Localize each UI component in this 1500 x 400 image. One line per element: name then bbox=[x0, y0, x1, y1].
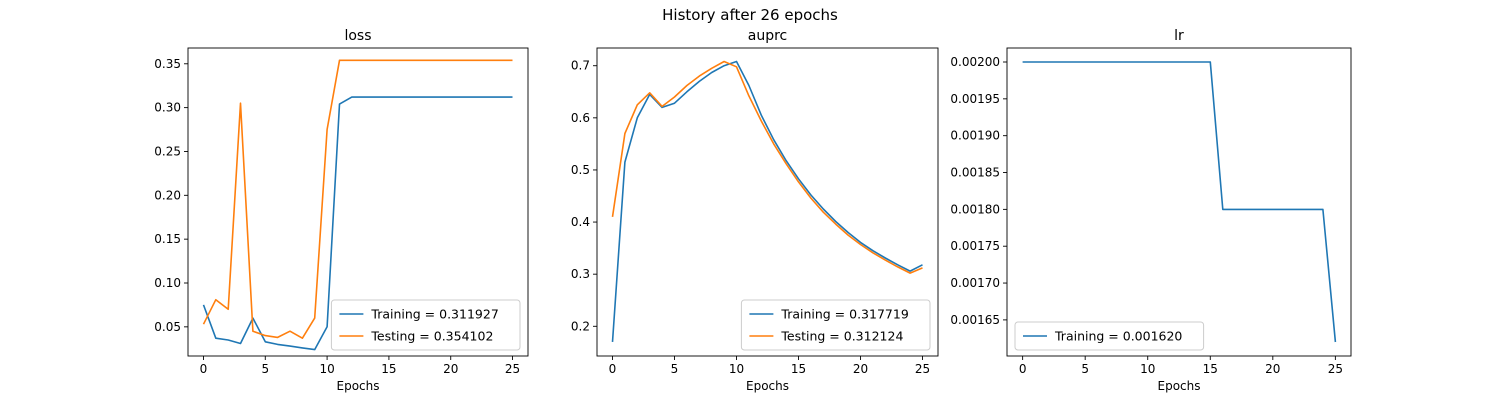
y-tick-label: 0.00190 bbox=[950, 129, 1000, 143]
legend: Training = 0.311927 Testing = 0.354102 bbox=[330, 299, 521, 351]
subplot-title: lr bbox=[1174, 28, 1184, 44]
legend-box bbox=[740, 299, 931, 351]
y-tick-label: 0.00180 bbox=[950, 202, 1000, 216]
legend-entry-0: Training = 0.311927 bbox=[370, 307, 498, 322]
axes-frame bbox=[596, 47, 939, 357]
subplot-title: auprc bbox=[748, 28, 787, 44]
y-tick-label: 0.2 bbox=[571, 319, 590, 333]
y-tick-label: 0.00200 bbox=[950, 55, 1000, 69]
legend-entry-1: Testing = 0.354102 bbox=[370, 329, 493, 344]
y-tick-label: 0.35 bbox=[154, 57, 181, 71]
series-line-1 bbox=[202, 59, 513, 340]
series-line-0 bbox=[1022, 61, 1337, 343]
x-tick-label: 0 bbox=[609, 362, 617, 376]
x-tick-label: 0 bbox=[200, 362, 208, 376]
y-tick-label: 0.05 bbox=[154, 320, 181, 334]
x-tick-label: 25 bbox=[915, 362, 930, 376]
y-tick-label: 0.00185 bbox=[950, 166, 1000, 180]
series-line-0 bbox=[611, 60, 923, 342]
x-tick-label: 5 bbox=[1081, 362, 1089, 376]
y-tick-label: 0.3 bbox=[571, 267, 590, 281]
y-tick-label: 0.6 bbox=[571, 111, 590, 125]
axes-frame bbox=[187, 47, 529, 357]
x-tick-label: 15 bbox=[381, 362, 396, 376]
x-tick-label: 10 bbox=[319, 362, 334, 376]
subplot-lr: lr 0 5 10 15 20 25 0.00165 0.00170 0.00175 0.00180… bbox=[950, 28, 1352, 393]
subplot-loss: loss 0 5 10 15 20 25 0.05 0.10 0.15 0.20 0.25 0.30 0.… bbox=[154, 28, 529, 393]
y-tick-label: 0.00195 bbox=[950, 92, 1000, 106]
y-tick-label: 0.5 bbox=[571, 163, 590, 177]
subplot-auprc: auprc 0 5 10 15 20 25 0.2 0.3 0.4 0.5 0.6 0.7 Epochs T… bbox=[571, 28, 939, 393]
legend-entry-1: Testing = 0.312124 bbox=[780, 329, 903, 344]
y-tick-label: 0.00175 bbox=[950, 239, 1000, 253]
y-tick-label: 0.00165 bbox=[950, 313, 1000, 327]
y-tick-label: 0.7 bbox=[571, 59, 590, 73]
y-tick-label: 0.25 bbox=[154, 144, 181, 158]
x-tick-label: 5 bbox=[261, 362, 269, 376]
x-axis-label: Epochs bbox=[746, 379, 789, 393]
y-tick-label: 0.15 bbox=[154, 232, 181, 246]
legend-box bbox=[1014, 321, 1205, 351]
legend: Training = 0.317719 Testing = 0.312124 bbox=[740, 299, 931, 351]
x-tick-label: 20 bbox=[1265, 362, 1280, 376]
y-tick-label: 0.30 bbox=[154, 101, 181, 115]
axes-frame bbox=[1006, 47, 1352, 357]
x-axis-label: Epochs bbox=[1158, 379, 1201, 393]
legend-entry-0: Training = 0.001620 bbox=[1054, 329, 1182, 344]
x-tick-label: 20 bbox=[443, 362, 458, 376]
x-tick-label: 0 bbox=[1019, 362, 1027, 376]
subplot-title: loss bbox=[344, 28, 371, 44]
figure-title: History after 26 epochs bbox=[662, 6, 838, 24]
legend-entry-0: Training = 0.317719 bbox=[780, 307, 908, 322]
x-tick-label: 15 bbox=[1203, 362, 1218, 376]
x-tick-label: 20 bbox=[853, 362, 868, 376]
x-tick-label: 15 bbox=[791, 362, 806, 376]
y-tick-label: 0.10 bbox=[154, 276, 181, 290]
x-tick-label: 25 bbox=[1328, 362, 1343, 376]
x-tick-label: 10 bbox=[729, 362, 744, 376]
x-tick-label: 5 bbox=[671, 362, 679, 376]
series-line-1 bbox=[611, 60, 923, 274]
y-tick-label: 0.00170 bbox=[950, 276, 1000, 290]
y-tick-label: 0.20 bbox=[154, 188, 181, 202]
legend-box bbox=[330, 299, 521, 351]
x-tick-label: 25 bbox=[505, 362, 520, 376]
y-tick-label: 0.4 bbox=[571, 215, 590, 229]
x-tick-label: 10 bbox=[1140, 362, 1155, 376]
legend: Training = 0.001620 bbox=[1014, 321, 1205, 351]
series-line-0 bbox=[202, 96, 513, 351]
x-axis-label: Epochs bbox=[337, 379, 380, 393]
